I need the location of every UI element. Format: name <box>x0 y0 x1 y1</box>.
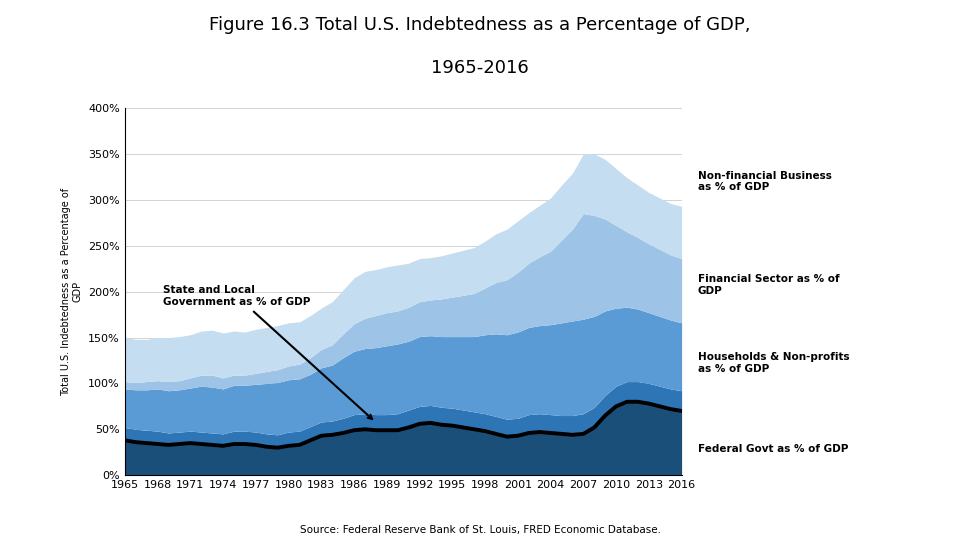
Text: Figure 16.3 Total U.S. Indebtedness as a Percentage of GDP,: Figure 16.3 Total U.S. Indebtedness as a… <box>209 16 751 34</box>
Text: Source: Federal Reserve Bank of St. Louis, FRED Economic Database.: Source: Federal Reserve Bank of St. Loui… <box>300 524 660 535</box>
Text: Non-financial Business
as % of GDP: Non-financial Business as % of GDP <box>698 171 832 192</box>
Text: Federal Govt as % of GDP: Federal Govt as % of GDP <box>698 444 849 455</box>
Text: 1965-2016: 1965-2016 <box>431 59 529 77</box>
Text: Households & Non-profits
as % of GDP: Households & Non-profits as % of GDP <box>698 353 850 374</box>
Y-axis label: Total U.S. Indebtedness as a Percentage of
GDP: Total U.S. Indebtedness as a Percentage … <box>61 187 83 396</box>
Text: State and Local
Government as % of GDP: State and Local Government as % of GDP <box>163 285 372 419</box>
Text: Financial Sector as % of
GDP: Financial Sector as % of GDP <box>698 274 840 296</box>
